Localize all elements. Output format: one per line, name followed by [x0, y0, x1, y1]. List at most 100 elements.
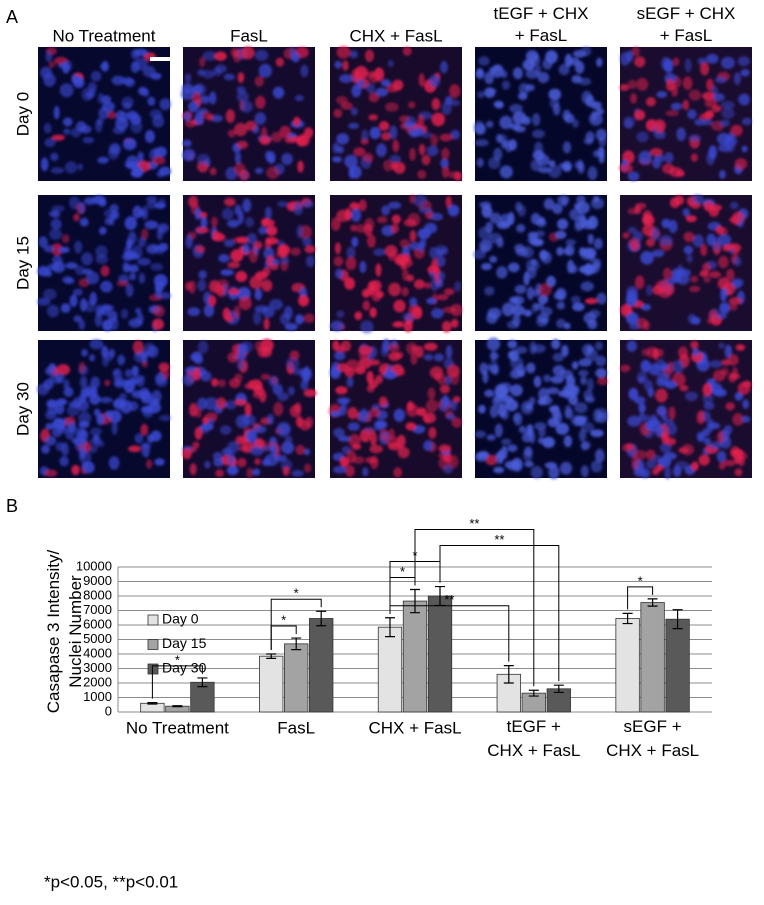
red-signal	[679, 385, 689, 392]
nucleus	[45, 436, 57, 446]
nucleus	[552, 365, 565, 376]
nucleus	[94, 313, 103, 327]
red-signal	[723, 459, 736, 467]
nucleus	[182, 373, 195, 387]
red-signal	[244, 402, 252, 417]
nucleus	[478, 404, 486, 414]
red-signal	[100, 265, 110, 277]
nucleus	[565, 375, 576, 388]
red-signal	[427, 387, 436, 400]
nucleus	[48, 210, 59, 217]
nucleus	[536, 154, 550, 166]
nucleus	[265, 150, 272, 162]
red-signal	[403, 320, 413, 333]
nucleus	[128, 401, 139, 412]
red-signal	[375, 374, 383, 384]
red-signal	[709, 271, 721, 279]
nucleus	[74, 427, 87, 440]
nucleus	[515, 201, 523, 212]
nucleus	[182, 148, 196, 162]
nucleus	[499, 165, 513, 179]
nucleus	[74, 240, 83, 254]
nucleus	[578, 369, 589, 377]
red-signal	[403, 218, 417, 227]
red-signal	[735, 344, 746, 351]
nucleus	[484, 389, 494, 398]
nucleus	[556, 246, 564, 256]
nucleus	[551, 405, 561, 419]
nucleus	[125, 283, 134, 297]
nucleus	[488, 157, 501, 170]
micrograph	[474, 337, 609, 480]
nucleus	[111, 75, 125, 86]
red-signal	[212, 230, 219, 241]
x-tick-label: CHX + FasL	[368, 718, 461, 737]
nucleus	[441, 247, 448, 254]
red-signal	[428, 427, 437, 439]
red-signal	[369, 359, 381, 366]
red-signal	[216, 286, 225, 298]
nucleus	[574, 402, 588, 414]
nucleus	[676, 127, 686, 142]
nucleus	[588, 251, 596, 262]
nucleus	[507, 444, 518, 453]
red-signal	[672, 57, 680, 67]
nucleus	[89, 427, 102, 436]
red-signal	[645, 97, 656, 107]
nucleus	[533, 303, 545, 310]
nucleus	[63, 128, 71, 135]
nucleus	[597, 146, 605, 158]
nucleus	[564, 53, 573, 67]
nucleus	[56, 398, 68, 406]
red-signal	[410, 352, 418, 365]
nucleus	[185, 235, 193, 249]
nucleus	[136, 312, 144, 325]
nucleus	[652, 157, 661, 169]
red-signal	[442, 306, 457, 314]
legend-swatch	[147, 663, 159, 675]
nucleus	[702, 392, 714, 405]
nucleus	[332, 142, 340, 154]
nucleus	[623, 116, 635, 129]
nucleus	[659, 235, 673, 246]
red-signal	[354, 65, 368, 80]
nucleus	[124, 368, 133, 378]
red-signal	[619, 364, 631, 373]
red-signal	[215, 469, 225, 478]
red-signal	[634, 109, 646, 121]
nucleus	[686, 254, 693, 263]
nucleus	[303, 448, 311, 456]
nucleus	[127, 231, 137, 245]
nucleus	[332, 156, 342, 163]
nucleus	[138, 209, 146, 217]
nucleus	[51, 261, 66, 273]
red-signal	[182, 448, 192, 460]
nucleus	[79, 298, 88, 312]
bar	[377, 626, 403, 713]
nucleus	[123, 379, 135, 394]
nucleus	[509, 103, 523, 114]
nucleus	[719, 302, 730, 314]
nucleus	[78, 201, 86, 214]
nucleus	[82, 268, 93, 275]
nucleus	[55, 441, 65, 452]
nucleus	[333, 427, 345, 438]
y-tick-label: 1000	[83, 689, 112, 704]
nucleus	[583, 389, 593, 401]
nucleus	[284, 435, 293, 443]
red-signal	[275, 57, 285, 67]
nucleus	[737, 56, 750, 67]
red-signal	[646, 346, 658, 358]
nucleus	[475, 453, 488, 462]
nucleus	[54, 403, 65, 415]
nucleus	[548, 160, 556, 167]
nucleus	[475, 69, 485, 80]
red-signal	[450, 303, 463, 317]
nucleus	[40, 66, 53, 79]
nucleus	[741, 415, 751, 423]
red-signal	[450, 371, 460, 385]
nucleus	[366, 83, 375, 94]
red-signal	[345, 465, 355, 477]
red-signal	[189, 463, 197, 476]
nucleus	[501, 438, 512, 446]
